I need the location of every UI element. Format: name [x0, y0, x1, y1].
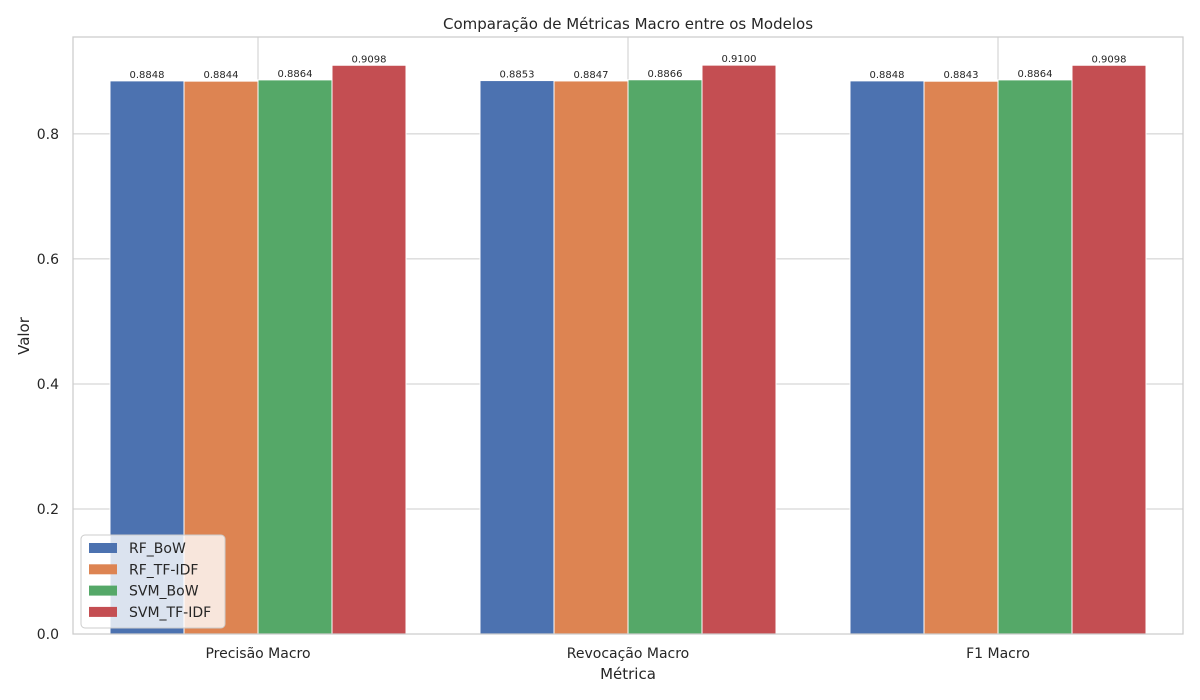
bar: [997, 79, 1073, 635]
legend-swatch: [89, 564, 117, 575]
y-axis-title: Valor: [15, 316, 33, 355]
y-tick-label: 0.2: [37, 502, 59, 518]
bar-value-labels: 0.8848 0.8853 0.8848 0.8844 0.8847 0.8843 0.88…: [130, 54, 1127, 81]
bar: [553, 80, 629, 635]
legend-swatch: [89, 585, 117, 596]
bar-value-label: 0.8864: [1018, 69, 1053, 80]
bar: [257, 79, 333, 635]
bar: [849, 80, 925, 635]
y-tick-label: 0.8: [37, 127, 59, 143]
chart-title: Comparação de Métricas Macro entre os Mo…: [443, 15, 813, 33]
axes: 0.0 0.2 0.4 0.6 0.8 Precisão Macro Revocação M…: [37, 36, 1184, 662]
bar-value-label: 0.8848: [130, 70, 165, 81]
legend-label: RF_BoW: [129, 541, 186, 557]
bar: [627, 79, 703, 635]
plot-frame: [72, 36, 1184, 635]
legend-box: [80, 534, 226, 629]
bar-value-label: 0.8844: [204, 70, 239, 81]
legend-label: SVM_TF-IDF: [129, 605, 211, 621]
bar-value-label: 0.8866: [648, 69, 683, 80]
bar-value-label: 0.8864: [278, 69, 313, 80]
bar: [1071, 64, 1147, 635]
x-tick-label: Revocação Macro: [567, 646, 690, 662]
x-tick-label: Precisão Macro: [205, 646, 310, 662]
legend-swatch: [89, 606, 117, 617]
bar: [479, 80, 555, 635]
bar-value-label: 0.8843: [944, 70, 979, 81]
legend-swatch: [89, 543, 117, 553]
bar: [701, 64, 777, 635]
y-tick-label: 0.6: [37, 252, 59, 268]
bar: [923, 80, 999, 635]
legend-label: RF_TF-IDF: [129, 562, 198, 578]
bars: [109, 64, 1147, 635]
bar-value-label: 0.9098: [352, 54, 387, 65]
y-tick-label: 0.4: [37, 377, 59, 393]
legend: RF_BoW RF_TF-IDF SVM_BoW SVM_TF-IDF: [80, 534, 226, 629]
legend-label: SVM_BoW: [129, 584, 199, 600]
bar-value-label: 0.8848: [870, 70, 905, 81]
y-tick-label: 0.0: [37, 627, 59, 643]
bar-value-label: 0.8853: [500, 70, 535, 81]
bar: [331, 64, 407, 635]
bar-value-label: 0.9098: [1092, 54, 1127, 65]
bar-value-label: 0.8847: [574, 70, 609, 81]
x-axis-title: Métrica: [600, 665, 656, 683]
x-tick-label: F1 Macro: [966, 646, 1030, 662]
bar-value-label: 0.9100: [722, 54, 757, 65]
